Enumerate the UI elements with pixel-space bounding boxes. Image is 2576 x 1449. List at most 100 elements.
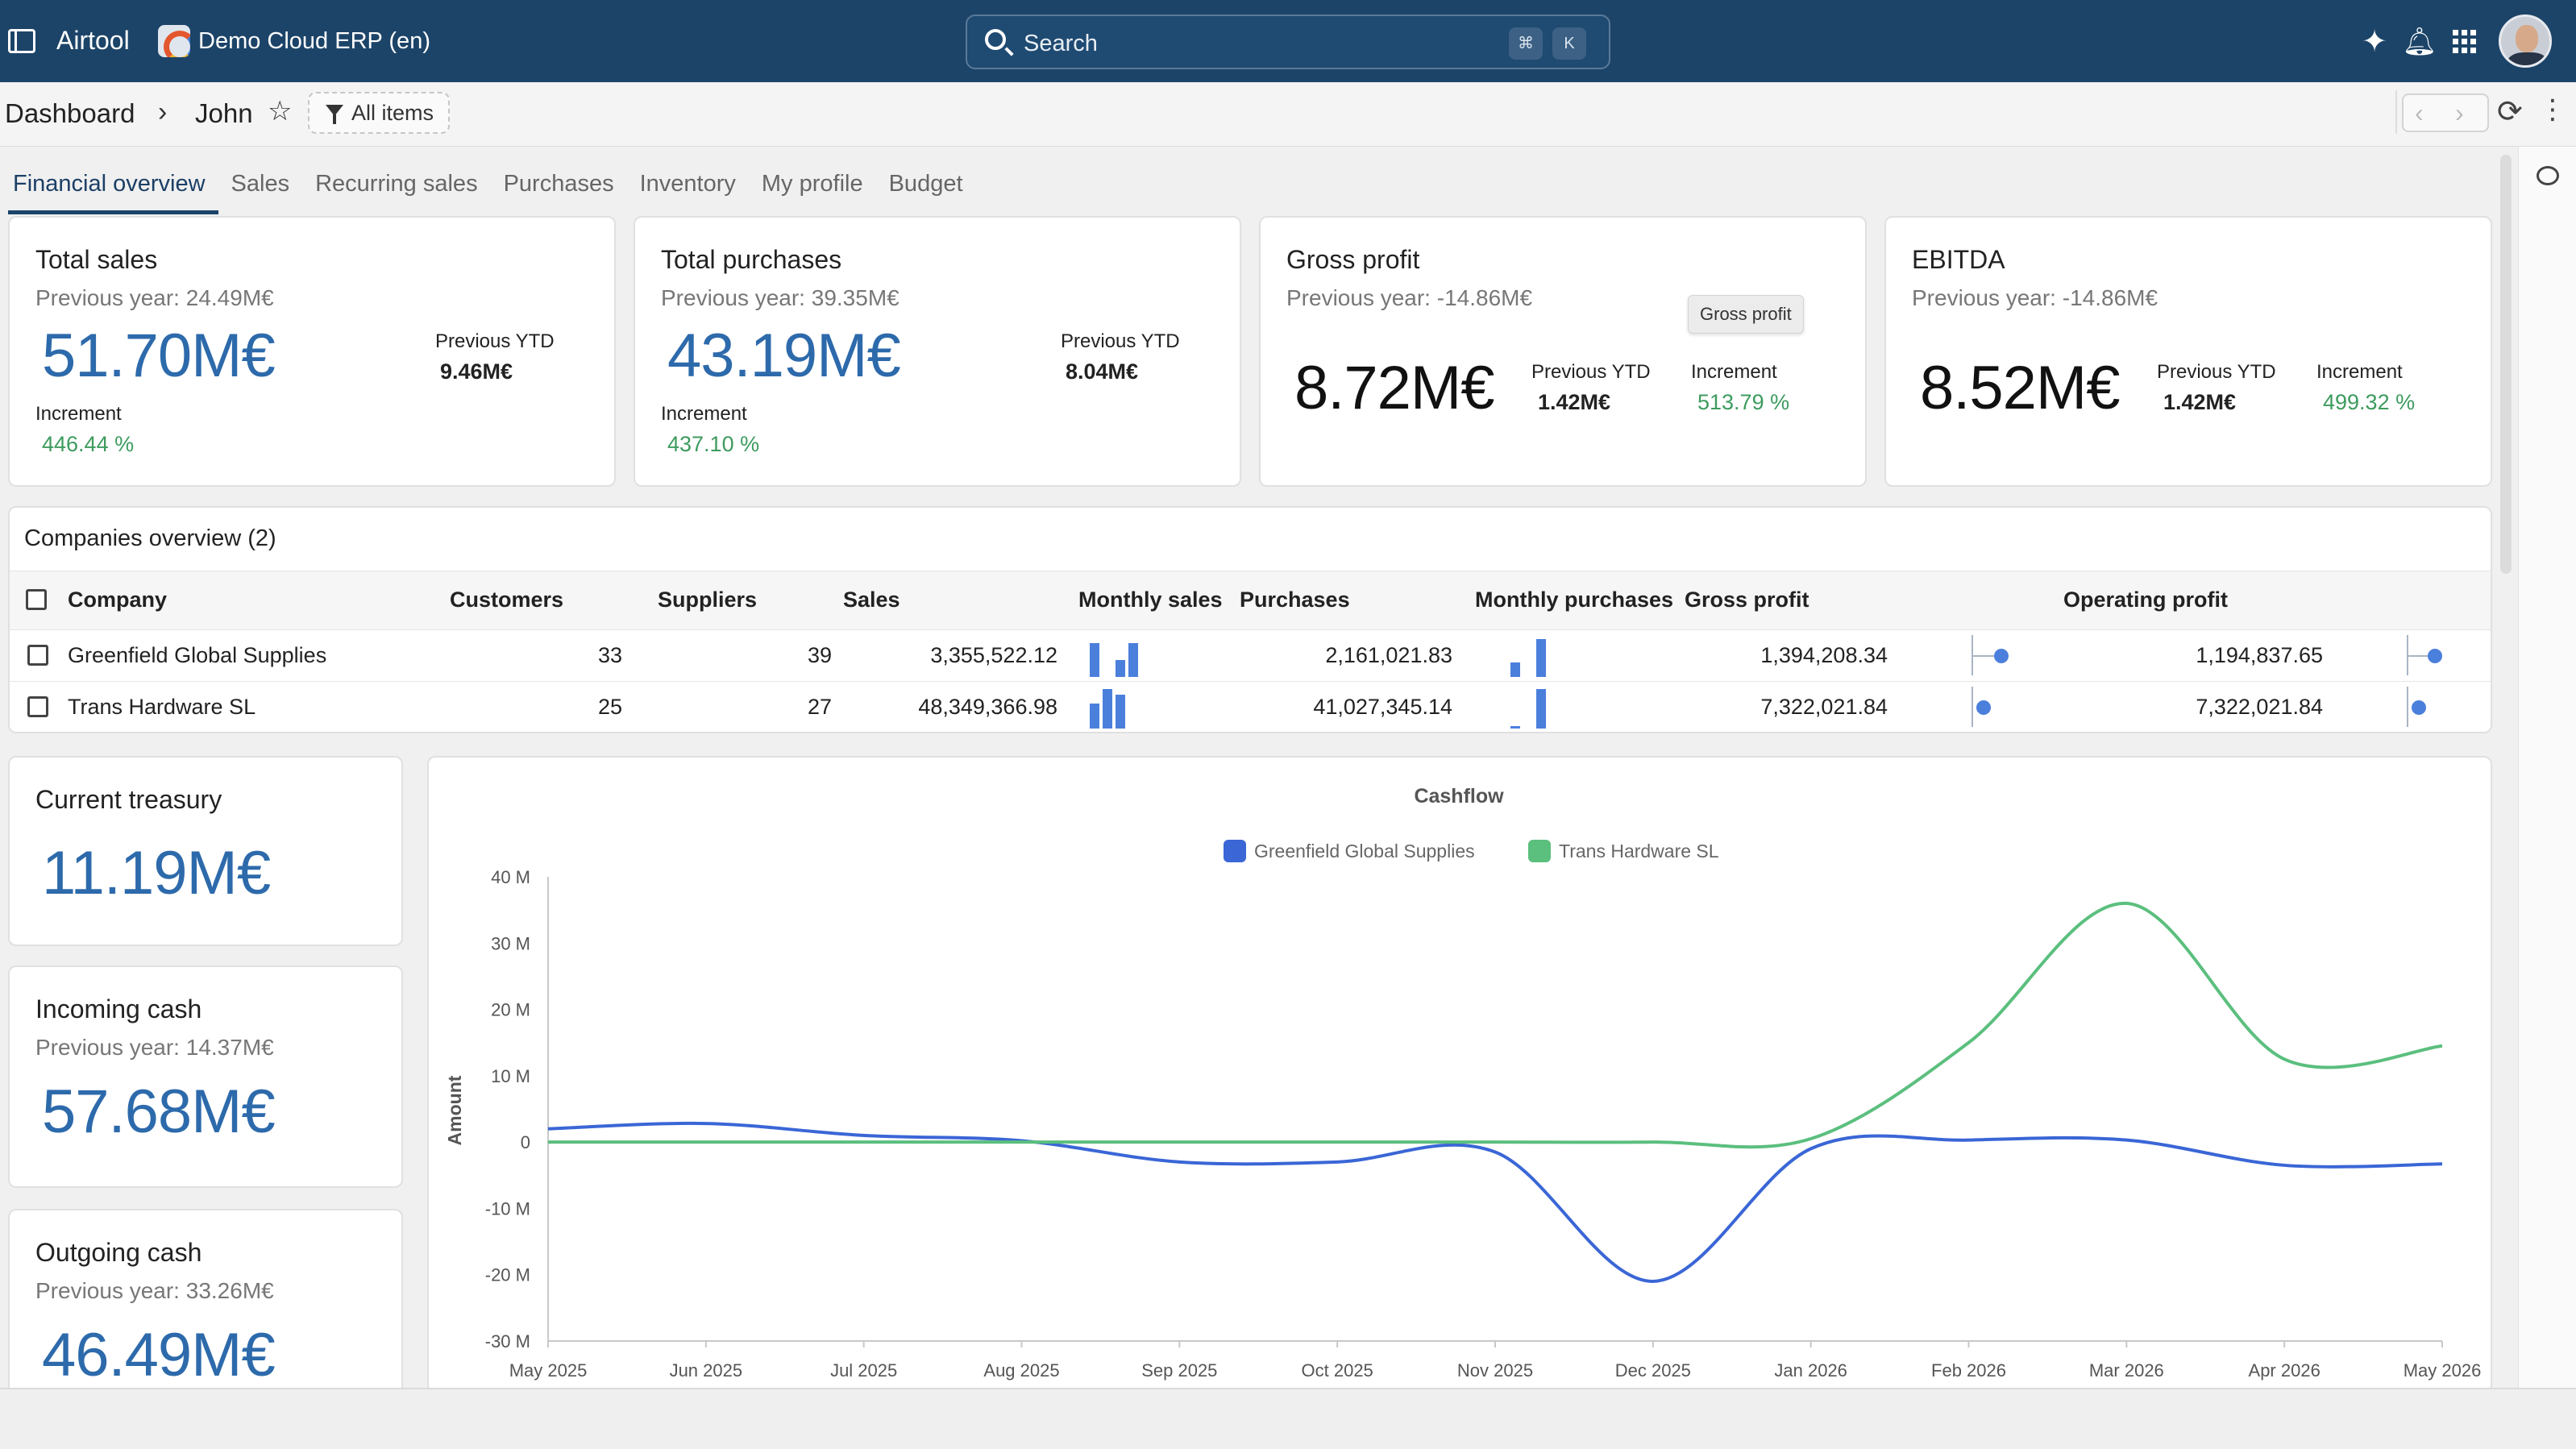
search-input[interactable]	[1024, 26, 1475, 61]
sparkline-bar	[1536, 688, 1546, 729]
row-checkbox[interactable]	[27, 645, 48, 666]
scrollbar[interactable]	[2500, 155, 2512, 574]
y-axis-label: Amount	[444, 1075, 465, 1145]
avatar[interactable]	[2499, 15, 2552, 68]
column-header-monthly-sales[interactable]: Monthly sales	[1078, 587, 1223, 612]
column-header-company[interactable]: Company	[68, 587, 168, 612]
kpi-prev-ytd: 1.42M€	[2163, 390, 2237, 414]
tab-purchases[interactable]: Purchases	[503, 171, 614, 197]
kpi-previous-year: Previous year: -14.86M€	[1286, 285, 1533, 310]
column-header-operating-profit[interactable]: Operating profit	[2063, 587, 2228, 612]
cell-gross-profit: 7,322,021.84	[1760, 695, 1888, 719]
chart-legend: Greenfield Global Supplies Trans Hardware…	[1224, 840, 1719, 862]
operating-profit-sparkline-dot	[2428, 649, 2442, 663]
dashboard-tabs: Financial overview Sales Recurring sales…	[0, 161, 976, 214]
right-rail	[2518, 147, 2576, 1388]
more-options-icon[interactable]: ⋮	[2539, 94, 2566, 125]
comment-icon[interactable]	[2537, 166, 2559, 185]
app-name[interactable]: Airtool	[56, 26, 130, 55]
column-header-suppliers[interactable]: Suppliers	[658, 587, 758, 612]
tab-recurring-sales[interactable]: Recurring sales	[315, 171, 478, 197]
company-switcher[interactable]: Demo Cloud ERP (en)	[158, 24, 430, 58]
kpi-card-gross-profit[interactable]: Gross profit Previous year: -14.86M€ 8.7…	[1259, 216, 1867, 487]
column-header-customers[interactable]: Customers	[450, 587, 564, 612]
x-tick-label: Nov 2025	[1457, 1360, 1533, 1380]
cell-customers: 33	[597, 643, 622, 667]
shortcut-key-cmd: ⌘	[1509, 27, 1543, 60]
select-all-checkbox[interactable]	[26, 589, 47, 610]
sparkline-bar	[1116, 695, 1125, 729]
filter-chip[interactable]: All items	[308, 92, 451, 134]
card-previous-year: Previous year: 14.37M€	[35, 1035, 274, 1060]
x-tick-label: Aug 2025	[983, 1360, 1059, 1380]
kpi-increment-label: Increment	[661, 403, 747, 425]
kpi-card-total-sales[interactable]: Total sales Previous year: 24.49M€ 51.70…	[8, 216, 616, 487]
tab-budget[interactable]: Budget	[888, 171, 963, 197]
cell-company: Trans Hardware SL	[68, 695, 256, 719]
sparkline-bar	[1103, 688, 1112, 729]
row-checkbox[interactable]	[27, 696, 48, 717]
kpi-increment-label: Increment	[35, 403, 122, 425]
search-icon	[985, 29, 1006, 50]
series-line	[548, 901, 2443, 1149]
kpi-increment: 437.10 %	[667, 432, 760, 456]
column-header-gross-profit[interactable]: Gross profit	[1685, 587, 1809, 612]
kpi-value: 8.52M€	[1920, 354, 2120, 422]
x-tick-label: May 2025	[509, 1360, 588, 1380]
record-nav: ‹ ›	[2402, 93, 2489, 132]
table-row[interactable]: Greenfield Global Supplies 33 39 3,355,5…	[10, 630, 2491, 682]
table-row[interactable]: Trans Hardware SL 25 27 48,349,366.98 41…	[10, 682, 2491, 733]
operating-profit-sparkline-dot	[2412, 700, 2426, 715]
kpi-previous-year: Previous year: 24.49M€	[35, 285, 274, 310]
kpi-prev-ytd-label: Previous YTD	[1061, 330, 1180, 352]
kpi-increment-label: Increment	[2316, 361, 2403, 383]
legend-label: Trans Hardware SL	[1559, 841, 1719, 862]
sparkline-line	[1973, 655, 1997, 657]
sparkline-bar	[1116, 660, 1125, 677]
sparkline-axis	[2407, 687, 2408, 727]
tab-sales[interactable]: Sales	[231, 171, 290, 197]
kpi-prev-ytd-label: Previous YTD	[1531, 361, 1651, 383]
bell-icon[interactable]: 🔔︎	[2402, 27, 2437, 57]
x-axis: May 2025 Jun 2025 Jul 2025 Aug 2025 Sep 2025…	[509, 1340, 2481, 1380]
search-bar[interactable]: ⌘ K	[966, 15, 1610, 69]
cell-purchases: 41,027,345.14	[1313, 695, 1452, 719]
star-icon[interactable]: ☆	[268, 96, 293, 127]
ai-sparkle-icon[interactable]: ✦	[2362, 25, 2387, 59]
y-tick-label: 30 M	[491, 933, 530, 953]
card-current-treasury[interactable]: Current treasury 11.19M€	[8, 756, 403, 946]
kpi-increment: 499.32 %	[2323, 390, 2416, 414]
refresh-icon[interactable]: ⟳	[2497, 95, 2523, 129]
previous-icon[interactable]: ‹	[2415, 98, 2424, 127]
card-incoming-cash[interactable]: Incoming cash Previous year: 14.37M€ 57.…	[8, 965, 403, 1188]
x-tick-label: Mar 2026	[2089, 1360, 2164, 1380]
kpi-card-ebitda[interactable]: EBITDA Previous year: -14.86M€ 8.52M€ Pr…	[1884, 216, 2492, 487]
breadcrumb: Dashboard › John ☆ All items ‹ › ⟳ ⋮	[0, 82, 2576, 147]
kpi-title: Total purchases	[661, 245, 842, 274]
table-title: Companies overview (2)	[24, 525, 276, 551]
outgoing-cash-value: 46.49M€	[42, 1321, 276, 1389]
tab-inventory[interactable]: Inventory	[639, 171, 736, 197]
column-header-sales[interactable]: Sales	[843, 587, 900, 612]
sidebar-toggle-icon[interactable]	[8, 29, 35, 53]
column-header-purchases[interactable]: Purchases	[1240, 587, 1350, 612]
y-tick-label: 40 M	[491, 867, 530, 887]
next-icon[interactable]: ›	[2455, 98, 2464, 127]
gross-profit-sparkline-dot	[1976, 700, 1991, 715]
card-outgoing-cash[interactable]: Outgoing cash Previous year: 33.26M€ 46.…	[8, 1209, 403, 1394]
tab-my-profile[interactable]: My profile	[761, 171, 863, 197]
apps-grid-icon[interactable]	[2447, 24, 2483, 60]
monthly-sales-sparkline	[1077, 682, 1149, 733]
sparkline-bar	[1090, 703, 1099, 729]
monthly-sales-sparkline	[1077, 630, 1149, 682]
y-axis: 40 M 30 M 20 M 10 M 0 -10 M -20 M -30 M	[485, 867, 549, 1351]
kpi-prev-ytd: 9.46M€	[440, 359, 513, 384]
cashflow-chart: Cashflow Greenfield Global Supplies Trans…	[444, 785, 2481, 1380]
kpi-card-total-purchases[interactable]: Total purchases Previous year: 39.35M€ 4…	[634, 216, 1241, 487]
breadcrumb-dashboard[interactable]: Dashboard	[5, 98, 135, 128]
kpi-previous-year: Previous year: 39.35M€	[661, 285, 900, 310]
column-header-monthly-purchases[interactable]: Monthly purchases	[1475, 587, 1674, 612]
tab-financial-overview[interactable]: Financial overview	[0, 161, 218, 214]
x-tick-label: Jul 2025	[830, 1360, 897, 1380]
kpi-prev-ytd-label: Previous YTD	[2157, 361, 2276, 383]
